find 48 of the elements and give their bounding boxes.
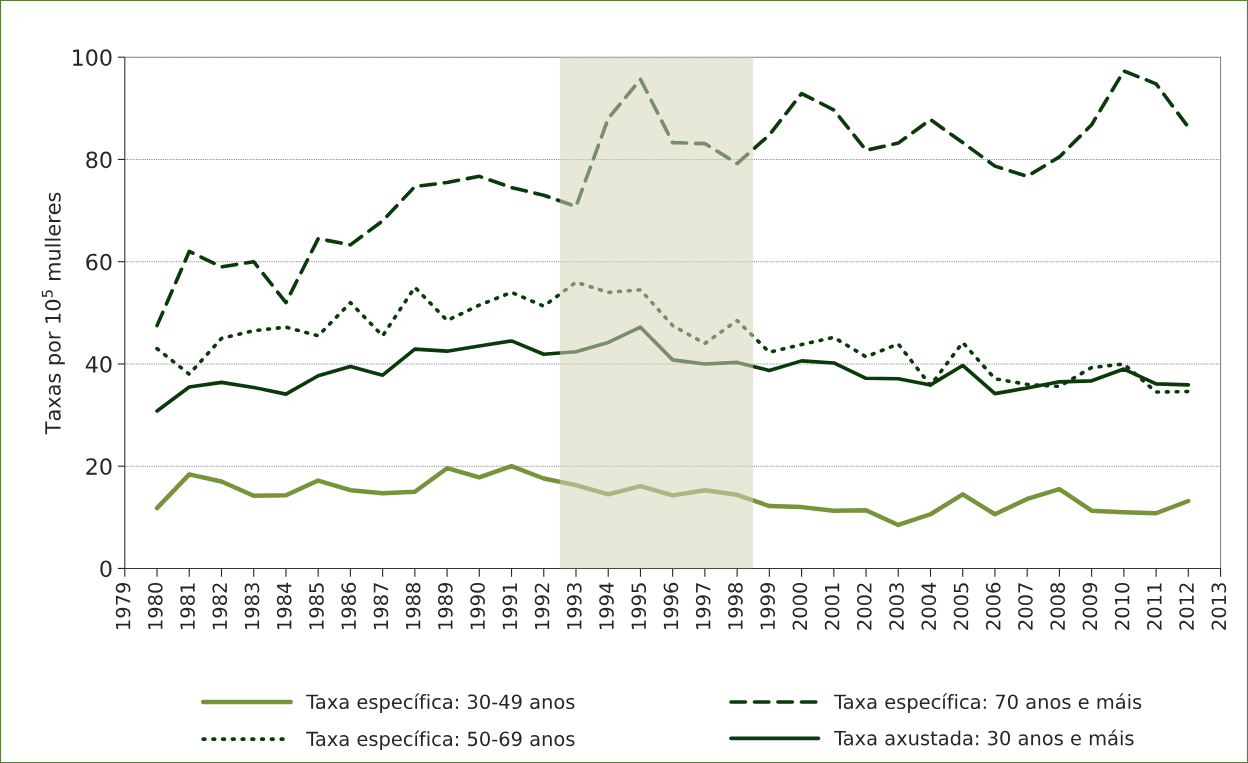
x-tick-label: 1987 — [373, 583, 389, 629]
x-tick-label: 1986 — [341, 582, 357, 629]
x-tick-label: 1982 — [212, 583, 228, 629]
y-tick-label: 20 — [86, 458, 112, 475]
legend-label: Taxa específica: 70 anos e máis — [833, 693, 1142, 713]
x-tick-label: 1994 — [599, 582, 614, 629]
x-tick-label: 1997 — [695, 583, 711, 629]
x-tick-label: 1985 — [309, 583, 324, 629]
x-tick-label: 1980 — [147, 582, 163, 629]
legend-label: Taxa específica: 30-49 anos — [306, 693, 575, 713]
x-tick-label: 1979 — [115, 583, 131, 629]
x-tick-label: 2005 — [953, 583, 969, 630]
x-tick-label: 1996 — [663, 582, 679, 629]
x-tick-label: 1995 — [631, 583, 647, 629]
x-tick-label: 2003 — [889, 583, 904, 630]
x-tick-label: 1990 — [470, 582, 485, 629]
x-tick-label: 2006 — [985, 582, 1001, 630]
x-tick-label: 2001 — [824, 583, 840, 630]
x-tick-label: 2004 — [921, 582, 937, 630]
x-tick-label: 2007 — [1018, 583, 1033, 630]
legend-label: Taxa axustada: 30 anos e máis — [833, 729, 1134, 746]
x-tick-label: 2011 — [1147, 583, 1162, 630]
x-tick-label: 1999 — [760, 583, 775, 629]
x-tick-label: 1993 — [566, 583, 582, 629]
x-tick-label: 1983 — [244, 583, 260, 629]
y-axis-title: Taxas por 10$^{5}$ mulleres — [41, 192, 65, 435]
y-tick-label: 100 — [73, 49, 112, 66]
x-tick-label: 1981 — [180, 583, 195, 629]
x-tick-label: 2009 — [1082, 583, 1098, 630]
legend-label: Taxa específica: 50-69 anos — [306, 730, 575, 750]
x-tick-label: 2013 — [1211, 583, 1227, 630]
line-series — [154, 463, 1191, 528]
x-tick-label: 1989 — [438, 583, 453, 629]
y-tick-label: 0 — [100, 560, 112, 578]
x-tick-label: 2000 — [792, 582, 808, 630]
x-tick-label: 1991 — [502, 583, 518, 629]
x-tick-label: 2002 — [856, 583, 872, 630]
x-tick-label: 1988 — [405, 582, 421, 629]
y-tick-label: 40 — [85, 355, 112, 373]
y-tick-label: 60 — [86, 253, 112, 271]
x-tick-label: 2008 — [1050, 582, 1066, 630]
x-tick-label: 2010 — [1114, 582, 1130, 630]
x-tick-label: 1984 — [276, 582, 292, 629]
line-series — [155, 69, 1191, 328]
x-tick-label: 1998 — [728, 582, 743, 629]
x-tick-label: 1992 — [534, 583, 550, 629]
x-tick-label: 2012 — [1179, 583, 1194, 630]
y-tick-label: 80 — [86, 151, 112, 169]
